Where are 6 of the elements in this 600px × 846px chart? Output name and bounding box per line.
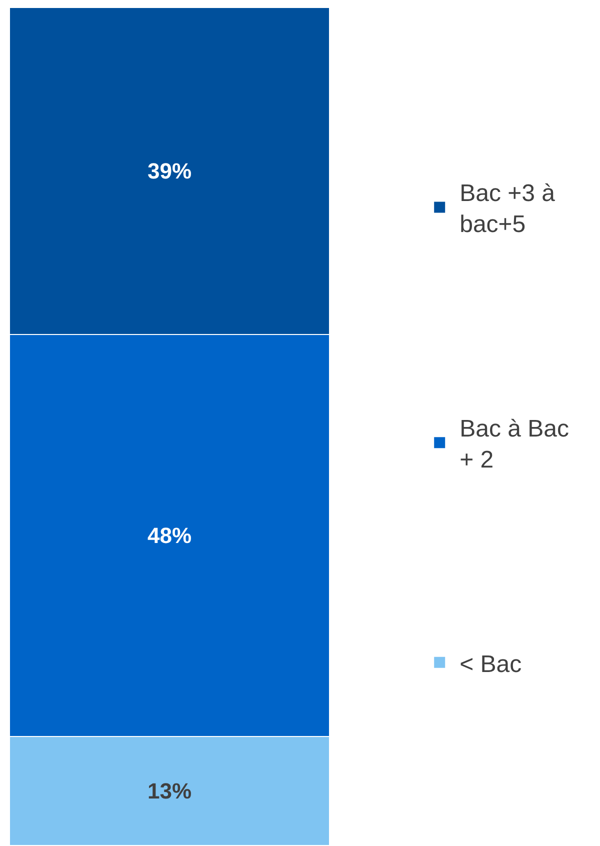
data-label: 13% [147,778,192,804]
legend-label: Bac à Bac + 2 [460,415,570,474]
legend-label: Bac +3 à bac+5 [460,180,556,238]
data-label: 39% [147,158,192,184]
legend-label: < Bac [460,650,522,678]
data-label: 48% [147,523,192,548]
